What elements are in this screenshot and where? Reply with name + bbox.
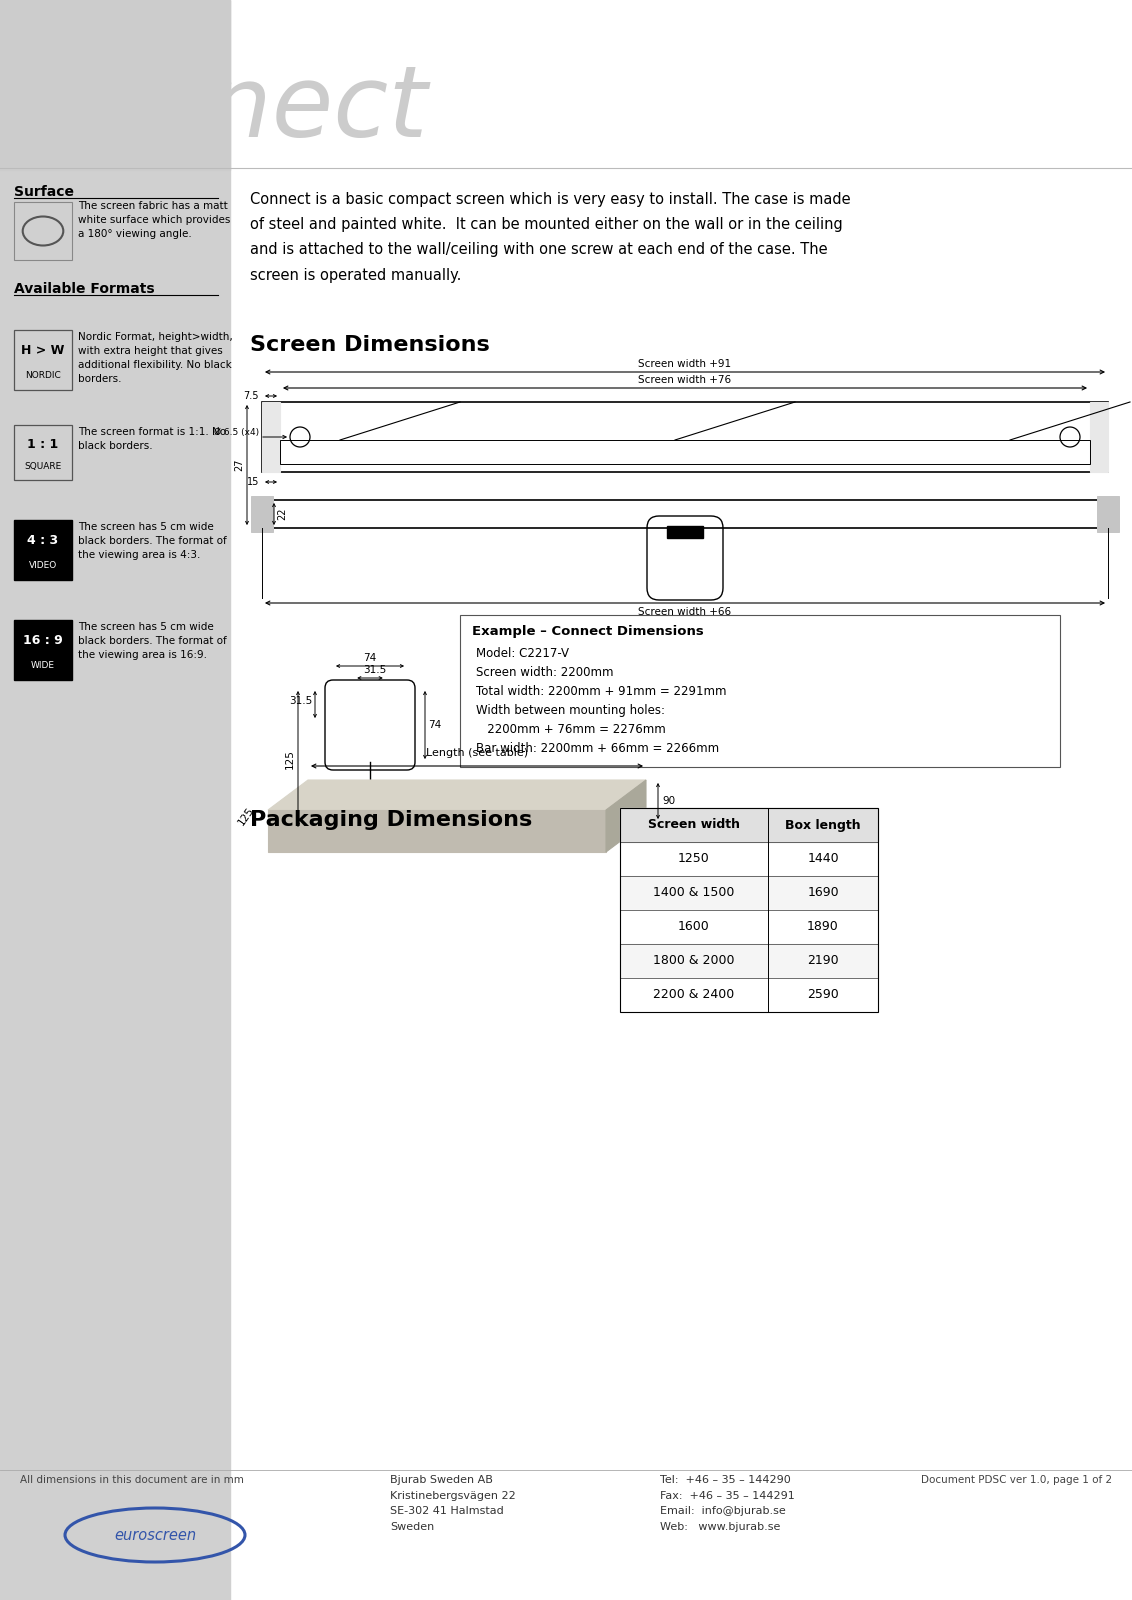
Bar [667, 526, 703, 538]
Text: Width between mounting holes:: Width between mounting holes: [475, 704, 664, 717]
Bar [14, 330, 72, 390]
Text: 90: 90 [662, 795, 675, 806]
Text: 2200 & 2400: 2200 & 2400 [653, 989, 735, 1002]
Bar [14, 202, 72, 259]
Text: Available Formats: Available Formats [14, 282, 155, 296]
Text: Total width: 2200mm + 91mm = 2291mm: Total width: 2200mm + 91mm = 2291mm [475, 685, 727, 698]
Text: Nordic Format, height>width,
with extra height that gives
additional flexibility: Nordic Format, height>width, with extra … [78, 333, 233, 384]
Text: The screen has 5 cm wide
black borders. The format of
the viewing area is 4:3.: The screen has 5 cm wide black borders. … [78, 522, 226, 560]
Text: Screen width +66: Screen width +66 [638, 606, 731, 618]
Bar [620, 910, 878, 944]
Text: Connect: Connect [15, 61, 429, 158]
Text: 1690: 1690 [807, 886, 839, 899]
Text: Length (see table): Length (see table) [426, 749, 528, 758]
Text: WIDE: WIDE [31, 661, 55, 669]
Bar [1097, 496, 1120, 531]
Bar [14, 619, 72, 680]
Bar [14, 520, 72, 579]
Text: Example – Connect Dimensions: Example – Connect Dimensions [472, 626, 704, 638]
Text: The screen has 5 cm wide
black borders. The format of
the viewing area is 16:9.: The screen has 5 cm wide black borders. … [78, 622, 226, 659]
Polygon shape [606, 781, 646, 851]
Text: 1 : 1: 1 : 1 [27, 438, 59, 451]
Text: 1800 & 2000: 1800 & 2000 [653, 955, 735, 968]
Text: Model: C2217-V: Model: C2217-V [475, 646, 569, 659]
Bar [460, 614, 1060, 766]
Text: VIDEO: VIDEO [29, 560, 57, 570]
Text: Bjurab Sweden AB
Kristinebergsvägen 22
SE-302 41 Halmstad
Sweden: Bjurab Sweden AB Kristinebergsvägen 22 S… [391, 1475, 516, 1531]
Text: 2200mm + 76mm = 2276mm: 2200mm + 76mm = 2276mm [475, 723, 666, 736]
Bar [261, 402, 280, 472]
Text: Screen Dimensions: Screen Dimensions [250, 334, 490, 355]
Text: H > W: H > W [22, 344, 65, 357]
Text: 1890: 1890 [807, 920, 839, 933]
Text: The screen format is 1:1. No
black borders.: The screen format is 1:1. No black borde… [78, 427, 226, 451]
Text: 7.5: 7.5 [243, 390, 259, 402]
Text: Tel:  +46 – 35 – 144290
Fax:  +46 – 35 – 144291
Email:  info@bjurab.se
Web:   ww: Tel: +46 – 35 – 144290 Fax: +46 – 35 – 1… [660, 1475, 795, 1531]
Text: Surface: Surface [14, 186, 74, 198]
Bar [280, 440, 1090, 464]
Text: 1440: 1440 [807, 853, 839, 866]
Bar [261, 402, 1108, 472]
Text: 4 : 3: 4 : 3 [27, 534, 59, 547]
Text: 31.5: 31.5 [363, 666, 387, 675]
Bar [261, 499, 1108, 528]
Text: 2190: 2190 [807, 955, 839, 968]
Text: Packaging Dimensions: Packaging Dimensions [250, 810, 532, 830]
Bar [620, 808, 878, 1013]
Text: Connect is a basic compact screen which is very easy to install. The case is mad: Connect is a basic compact screen which … [250, 192, 850, 283]
Bar [620, 842, 878, 877]
Text: The screen fabric has a matt
white surface which provides
a 180° viewing angle.: The screen fabric has a matt white surfa… [78, 202, 231, 238]
Text: All dimensions in this document are in mm: All dimensions in this document are in m… [20, 1475, 243, 1485]
Bar [620, 808, 878, 842]
Text: 2590: 2590 [807, 989, 839, 1002]
Bar [251, 496, 273, 531]
Text: NORDIC: NORDIC [25, 371, 61, 379]
Text: 1600: 1600 [678, 920, 710, 933]
Text: Ø 6.5 (x4): Ø 6.5 (x4) [214, 427, 259, 437]
Text: Box length: Box length [786, 819, 860, 832]
Text: 1250: 1250 [678, 853, 710, 866]
Bar [620, 978, 878, 1013]
Text: euroscreen: euroscreen [114, 1528, 196, 1542]
Bar [0, 0, 230, 170]
Bar [620, 944, 878, 978]
Text: 125: 125 [237, 805, 256, 827]
Text: 15: 15 [247, 477, 259, 486]
Text: 16 : 9: 16 : 9 [23, 635, 63, 648]
Text: Bar width: 2200mm + 66mm = 2266mm: Bar width: 2200mm + 66mm = 2266mm [475, 742, 719, 755]
Text: 74: 74 [363, 653, 377, 662]
Text: SQUARE: SQUARE [25, 462, 61, 470]
Text: Document PDSC ver 1.0, page 1 of 2: Document PDSC ver 1.0, page 1 of 2 [920, 1475, 1112, 1485]
Bar [14, 426, 72, 480]
Text: Screen width +76: Screen width +76 [638, 374, 731, 386]
Text: 27: 27 [234, 459, 245, 472]
Bar [0, 0, 230, 1600]
Text: 125: 125 [285, 749, 295, 770]
Polygon shape [268, 781, 646, 810]
Text: Screen width: Screen width [648, 819, 740, 832]
Text: 31.5: 31.5 [289, 696, 312, 707]
Text: 22: 22 [277, 507, 288, 520]
Text: 1400 & 1500: 1400 & 1500 [653, 886, 735, 899]
Text: 74: 74 [428, 720, 441, 730]
Bar [620, 877, 878, 910]
Polygon shape [268, 810, 606, 851]
Text: Screen width: 2200mm: Screen width: 2200mm [475, 666, 614, 678]
Bar [1090, 402, 1108, 472]
Text: Screen width +91: Screen width +91 [638, 358, 731, 370]
